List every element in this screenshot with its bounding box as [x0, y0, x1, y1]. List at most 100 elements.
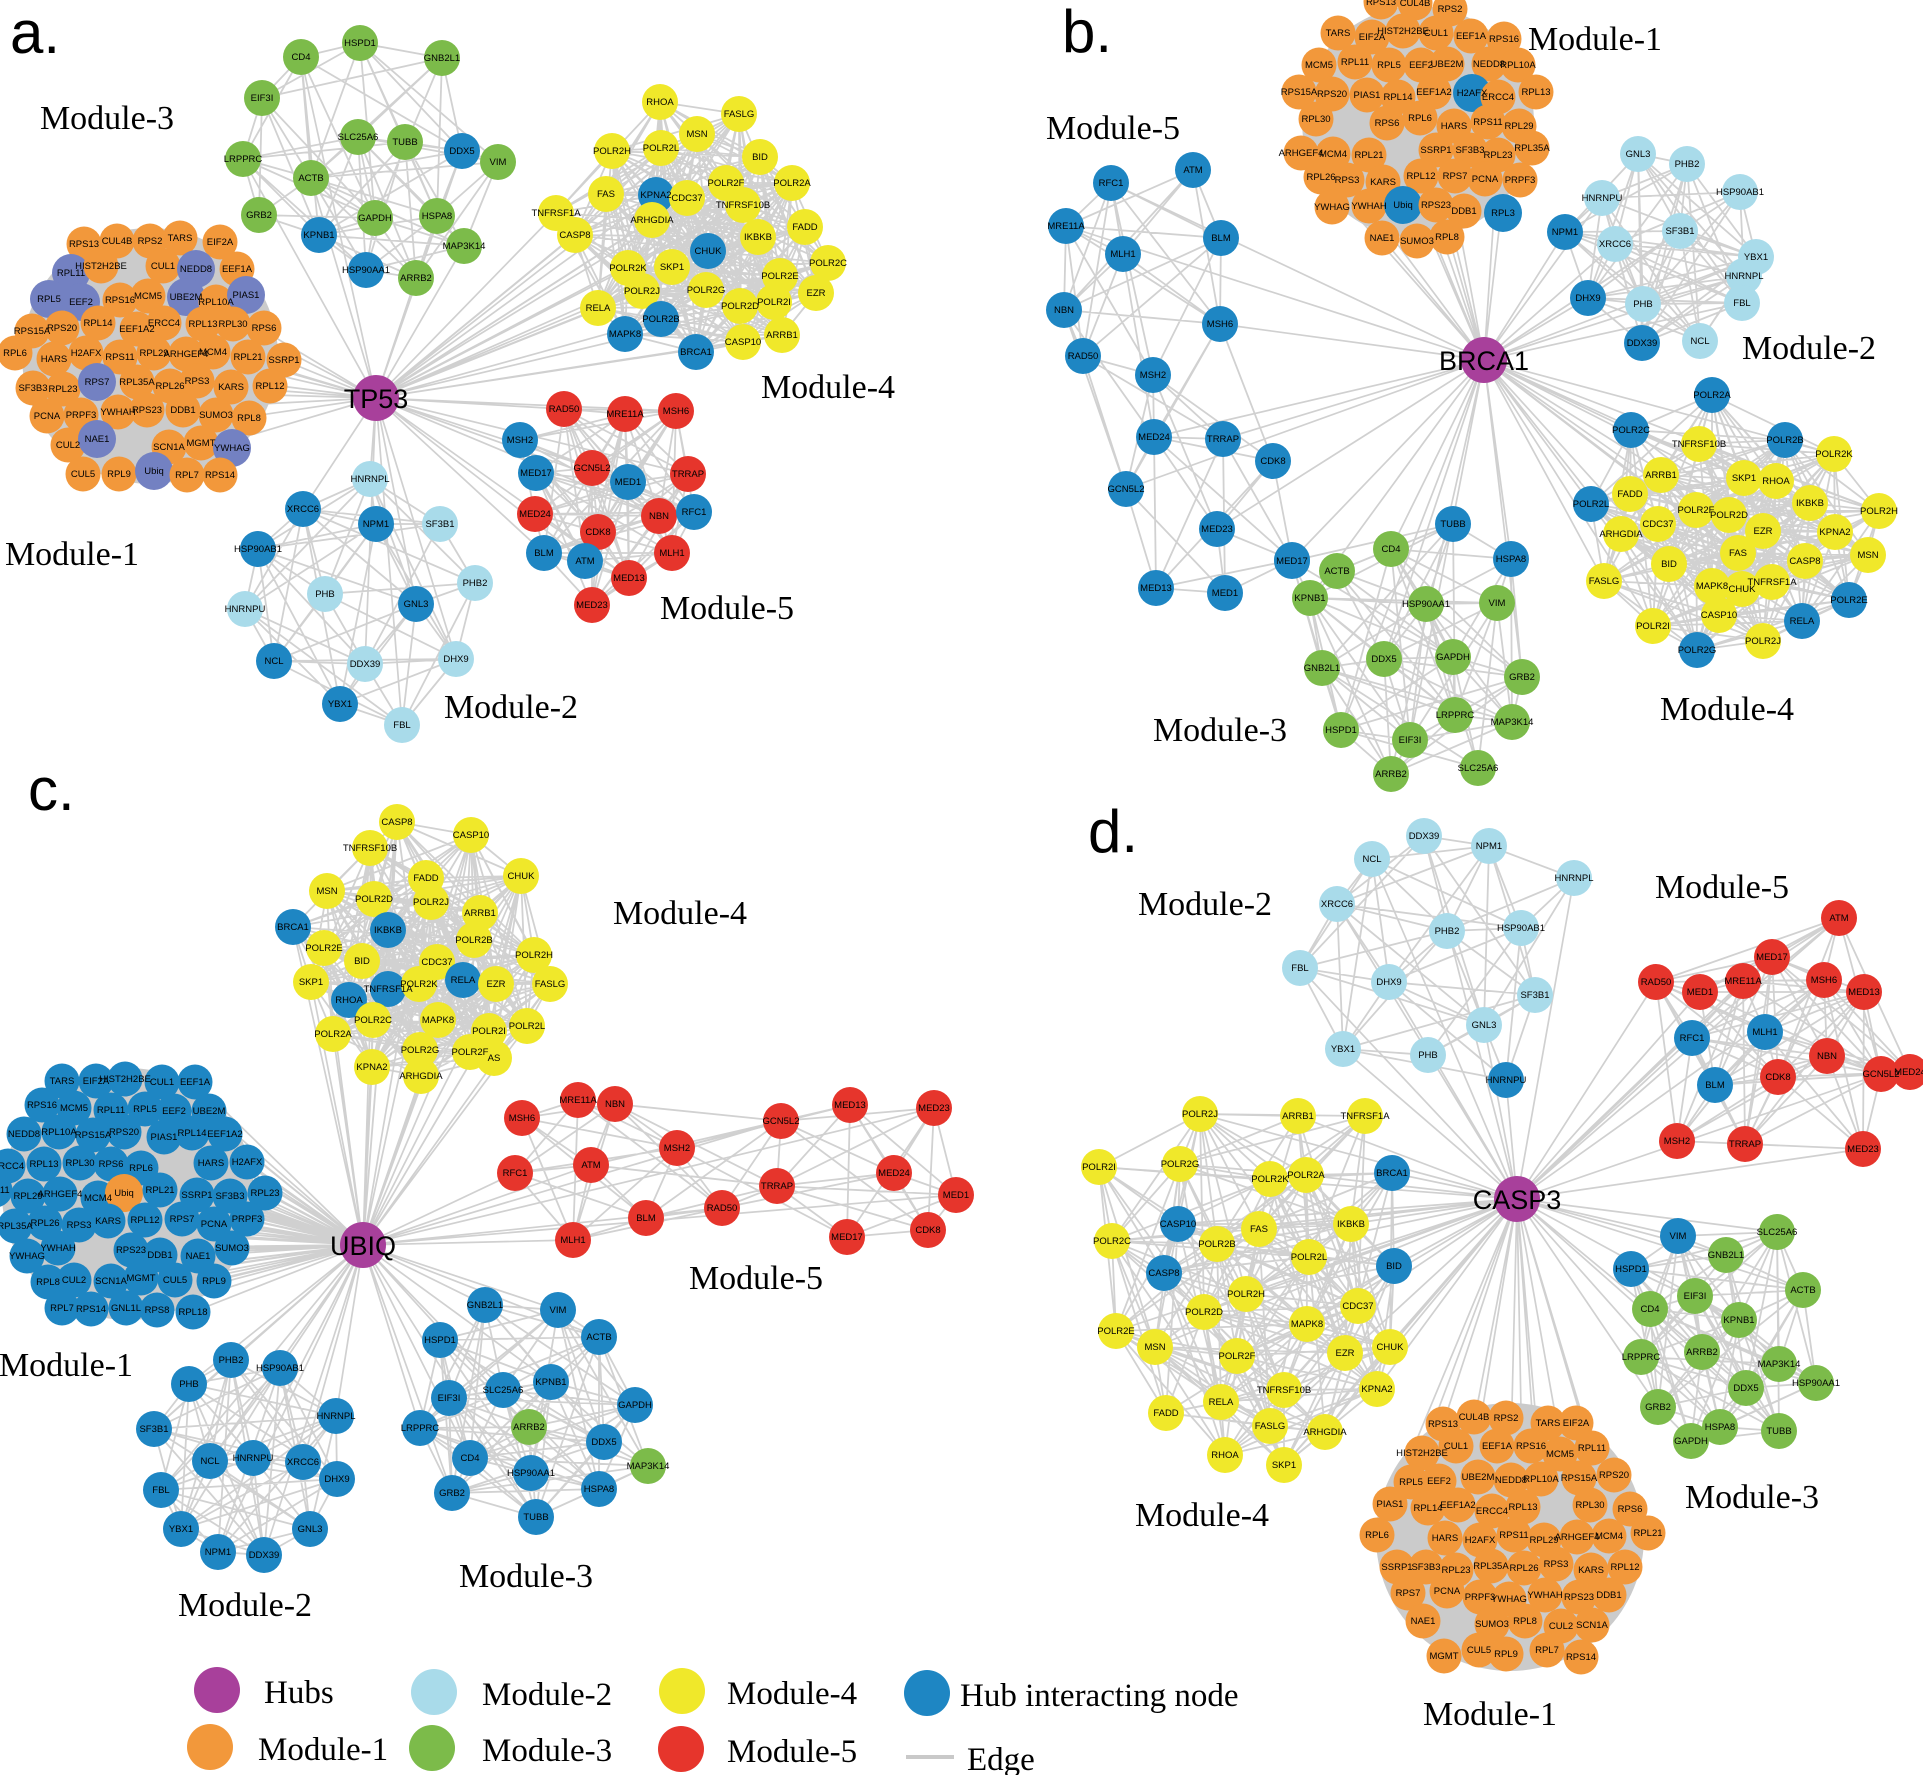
svg-text:DDB1: DDB1: [170, 405, 195, 416]
svg-text:SKP1: SKP1: [1732, 473, 1756, 484]
svg-text:RPS2: RPS2: [1438, 4, 1463, 15]
svg-text:Module-1: Module-1: [258, 1732, 388, 1768]
svg-text:KPNB1: KPNB1: [303, 230, 334, 241]
svg-text:FAS: FAS: [597, 189, 615, 200]
svg-text:MED13: MED13: [1848, 987, 1880, 998]
svg-text:c.: c.: [28, 756, 75, 823]
svg-text:RPS8: RPS8: [145, 1305, 170, 1316]
svg-text:RPL23: RPL23: [1441, 1565, 1470, 1576]
svg-text:ARHGDIA: ARHGDIA: [630, 215, 674, 226]
svg-text:RPS6: RPS6: [1375, 118, 1400, 129]
svg-text:DDB1: DDB1: [1451, 206, 1476, 217]
svg-text:POLR2D: POLR2D: [1185, 1307, 1223, 1318]
svg-text:RPL11: RPL11: [1341, 57, 1369, 68]
svg-text:TRRAP: TRRAP: [1729, 1139, 1761, 1150]
svg-text:ACTB: ACTB: [298, 173, 323, 184]
svg-text:MCM4: MCM4: [84, 1193, 112, 1204]
svg-text:DDX39: DDX39: [350, 659, 381, 670]
svg-text:CUL1: CUL1: [1444, 1441, 1468, 1452]
svg-text:TP53: TP53: [344, 384, 409, 414]
svg-text:d.: d.: [1088, 798, 1138, 865]
svg-text:NPM1: NPM1: [1552, 227, 1578, 238]
svg-text:RPS16: RPS16: [105, 295, 135, 306]
svg-text:KPNB1: KPNB1: [1294, 593, 1325, 604]
svg-text:Module-2: Module-2: [444, 689, 578, 726]
svg-text:PHB: PHB: [1418, 1050, 1438, 1061]
svg-text:EEF2: EEF2: [1409, 60, 1433, 71]
svg-text:DDX39: DDX39: [249, 1550, 280, 1561]
svg-text:GNL3: GNL3: [404, 599, 429, 610]
svg-text:POLR2F: POLR2F: [1219, 1351, 1256, 1362]
svg-text:GRB2: GRB2: [439, 1488, 465, 1499]
svg-text:RPL7: RPL7: [175, 470, 199, 481]
svg-text:MED24: MED24: [519, 509, 551, 520]
svg-text:ARRB2: ARRB2: [513, 1422, 545, 1433]
svg-text:ARHGEF4: ARHGEF4: [164, 349, 209, 360]
svg-text:LRPPRC: LRPPRC: [401, 1423, 440, 1434]
svg-text:Module-5: Module-5: [1655, 869, 1789, 906]
svg-text:EIF3I: EIF3I: [1684, 1291, 1707, 1302]
svg-text:PCNA: PCNA: [34, 411, 61, 422]
svg-text:GNB2L1: GNB2L1: [424, 53, 460, 64]
svg-text:BLM: BLM: [534, 548, 554, 559]
svg-text:NBN: NBN: [649, 511, 669, 522]
svg-text:EZR: EZR: [1754, 526, 1773, 537]
svg-text:EZR: EZR: [807, 288, 826, 299]
svg-text:MLH1: MLH1: [1110, 249, 1135, 260]
svg-text:RPS13: RPS13: [1366, 0, 1396, 8]
svg-text:RPS2: RPS2: [138, 236, 163, 247]
svg-text:Ubiq: Ubiq: [144, 466, 164, 477]
svg-text:DDX5: DDX5: [1733, 1383, 1758, 1394]
svg-text:HNRNPU: HNRNPU: [1582, 193, 1623, 204]
svg-text:RPL21: RPL21: [1633, 1528, 1662, 1539]
svg-text:GCN5L2: GCN5L2: [1863, 1069, 1900, 1080]
svg-text:EIF2A: EIF2A: [83, 1076, 110, 1087]
svg-text:ATM: ATM: [1183, 165, 1202, 176]
svg-text:POLR2H: POLR2H: [1860, 506, 1898, 517]
svg-text:FADD: FADD: [1617, 489, 1642, 500]
svg-text:YBX1: YBX1: [1331, 1044, 1355, 1055]
svg-text:RPL3: RPL3: [1491, 208, 1515, 219]
svg-text:NPM1: NPM1: [205, 1547, 231, 1558]
svg-text:RPL13: RPL13: [29, 1159, 58, 1170]
svg-text:RPL26: RPL26: [155, 381, 184, 392]
svg-text:ARHGDIA: ARHGDIA: [399, 1071, 443, 1082]
svg-text:SKP1: SKP1: [299, 977, 323, 988]
svg-text:EEF1A2: EEF1A2: [1440, 1500, 1475, 1511]
svg-text:RPL30: RPL30: [218, 319, 247, 330]
svg-text:POLR2D: POLR2D: [721, 301, 759, 312]
svg-text:POLR2F: POLR2F: [1678, 505, 1715, 516]
svg-text:YBX1: YBX1: [1744, 252, 1768, 263]
svg-text:SF3B1: SF3B1: [1520, 990, 1549, 1001]
svg-text:RPS6: RPS6: [1618, 1504, 1643, 1515]
svg-text:TNFRSF10B: TNFRSF10B: [716, 200, 770, 211]
svg-text:RPL26: RPL26: [1306, 172, 1335, 183]
svg-text:MCM4: MCM4: [199, 347, 227, 358]
svg-text:GRB2: GRB2: [1509, 672, 1535, 683]
svg-text:Module-1: Module-1: [1528, 21, 1662, 58]
svg-text:RPS16: RPS16: [27, 1100, 57, 1111]
svg-text:TNFRSF10B: TNFRSF10B: [1672, 439, 1726, 450]
svg-text:ARHGDIA: ARHGDIA: [1599, 529, 1643, 540]
svg-text:CASP10: CASP10: [725, 337, 761, 348]
svg-text:TRRAP: TRRAP: [1207, 434, 1239, 445]
svg-text:VIM: VIM: [550, 1305, 567, 1316]
svg-text:RPS13: RPS13: [1428, 1419, 1458, 1430]
svg-text:RAD50: RAD50: [707, 1203, 738, 1214]
svg-text:MGMT: MGMT: [126, 1273, 155, 1284]
svg-text:RPS11: RPS11: [1473, 117, 1502, 128]
svg-text:TNFRSF1A: TNFRSF1A: [1340, 1111, 1390, 1122]
svg-text:CASP3: CASP3: [1473, 1185, 1562, 1215]
svg-text:HSP90AB1: HSP90AB1: [234, 544, 282, 555]
svg-text:SKP1: SKP1: [660, 262, 684, 273]
svg-text:HNRNPL: HNRNPL: [316, 1411, 355, 1422]
svg-text:SSRP1: SSRP1: [181, 1190, 212, 1201]
svg-text:ERCC4: ERCC4: [1482, 92, 1514, 103]
svg-text:CDK8: CDK8: [915, 1225, 940, 1236]
svg-text:POLR2I: POLR2I: [1082, 1162, 1116, 1173]
svg-text:POLR2H: POLR2H: [1227, 1289, 1265, 1300]
svg-text:RPL21: RPL21: [233, 352, 262, 363]
svg-text:LRPPRC: LRPPRC: [1436, 710, 1475, 721]
svg-text:MSH2: MSH2: [1664, 1136, 1690, 1147]
svg-text:ATM: ATM: [581, 1160, 600, 1171]
